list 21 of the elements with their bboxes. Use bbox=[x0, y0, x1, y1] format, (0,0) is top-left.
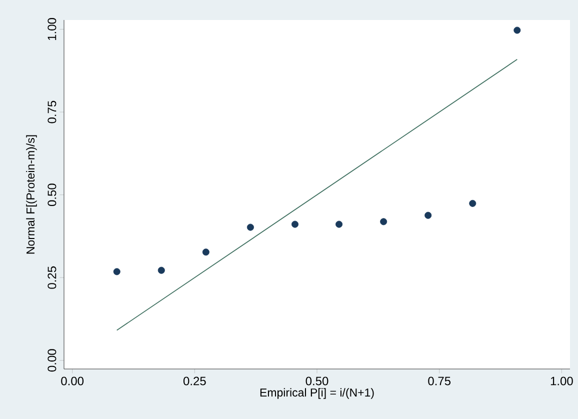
point bbox=[469, 200, 476, 207]
y-tick-label: 0.50 bbox=[48, 184, 56, 206]
y-tick-label: 0.25 bbox=[48, 266, 56, 289]
point bbox=[380, 218, 388, 226]
point bbox=[246, 224, 254, 231]
x-tick-label: 0.75 bbox=[428, 376, 451, 386]
point bbox=[424, 212, 432, 219]
point bbox=[158, 266, 165, 274]
x-tick-label: 0.25 bbox=[183, 376, 206, 386]
x-tick-label: 0.50 bbox=[306, 376, 328, 386]
x-axis-title: Empirical P[i] = i/(N+1) bbox=[260, 388, 374, 399]
y-axis-title: Normal F[(Protein-m)/s] bbox=[26, 135, 37, 254]
point bbox=[113, 268, 120, 276]
y-tick-label: 0.75 bbox=[48, 100, 56, 124]
point bbox=[336, 220, 343, 228]
point bbox=[514, 26, 521, 34]
point bbox=[291, 220, 298, 228]
point bbox=[202, 248, 210, 256]
x-tick-label: 1.00 bbox=[550, 376, 573, 386]
y-tick-label: 1.00 bbox=[48, 18, 56, 40]
x-tick-label: 0.00 bbox=[61, 376, 84, 386]
